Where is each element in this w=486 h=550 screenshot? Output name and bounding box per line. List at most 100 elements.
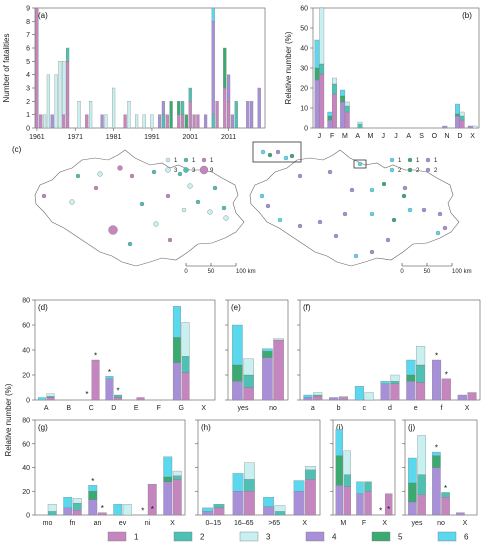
panel-a-bar-2003-1 [196,114,200,129]
mapleg-left-symbol-2 [201,157,207,163]
panel-j-xtick-label: no [437,520,445,527]
panel-g-ytick-label: 80 [22,418,30,425]
panel-h-label: (h) [201,423,211,432]
panel-a-bar-1969-2 [65,47,70,62]
panel-f-bar-4-6 [406,359,416,376]
panel-d-bar-6-4 [172,362,181,401]
panel-a-bar-1979-3 [104,114,108,129]
panel-d-xtick-label: G [179,405,184,412]
mapleg-right-symbol-1 [407,157,413,163]
panel-g-bar-2-6 [88,485,98,492]
panel-j: (j) yes no * * X [402,419,478,527]
panel-h-bar-3-1 [305,479,316,516]
mapleg-left-symbol-1 [183,157,189,163]
scale-right-label: 50 [424,269,431,275]
map-right-point-2 [275,149,281,155]
map-left-point-15 [69,199,75,205]
panel-d-xtick-label: C [89,405,94,412]
map-right-point-10 [381,181,387,187]
panel-h-bar-1-3 [244,462,255,480]
panel-h-bar-3-6 [293,480,305,492]
panel-h-bar-2-3 [274,505,286,512]
mapleg-right-symbol-5 [425,167,431,173]
panel-b-xtick-label: S [419,133,424,140]
mapleg-right-label-0: 1 [398,158,402,164]
panel-d-significance-mark: * [94,352,97,361]
panel-e-label: (e) [231,303,241,312]
panel-b-bar-1-1 [332,93,337,129]
panel-d-ytick-label: 20 [22,373,30,380]
panel-b-bar-11-6 [455,103,460,115]
panel-a-bar-2017-4 [249,101,254,129]
panel-f-bar-4-3 [416,346,426,366]
panel-d-bar-4-1 [136,397,145,401]
panel-f-bar-0-6 [303,394,313,398]
panel-i-bar-0-1 [343,486,352,516]
panel-a-bar-1991-3 [150,114,154,129]
panel-f-bar-6-1 [467,392,477,401]
panel-g-bar-2-4 [88,499,98,516]
panel-d-bar-6-5 [172,337,181,363]
map-right-point-5 [357,161,363,167]
panel-j-significance-mark: * [435,444,438,453]
panel-e-bar-1-3 [273,338,284,341]
map-right-point-12 [407,207,413,213]
panel-a-bar-1975-3 [88,101,93,129]
panel-i-label: (i) [336,423,343,432]
panel-a-bar-2012-4 [230,114,235,129]
panel-b-bar-0-2 [319,63,325,75]
panel-h-bar-3-3 [305,466,316,471]
panel-a-ytick-label: 0 [26,126,30,133]
panel-i-bar-1-6 [356,481,364,494]
panel-a-bar-1967-3 [58,61,62,129]
panel-b-bar-12-4 [467,125,473,129]
panel-b-xtick-label: N [445,133,450,140]
panel-b-ytick-label: 10 [300,106,308,113]
panel-j-bar-1-5 [432,455,441,468]
panel-a-label: (a) [38,11,48,20]
scale-bar-right: 0 50 100 km [400,263,472,275]
panel-d-xtick-label: F [157,405,161,412]
panel-h-bar-3-2 [305,469,316,480]
panel-b-bar-11-3 [459,111,465,117]
panel-b-frame [312,7,480,129]
panel-j-bar-0-3 [417,435,426,475]
mapleg-left-label-0: 1 [174,158,178,164]
panel-i-bar-1-4 [356,493,364,516]
panel-g-bar-5-6 [163,456,173,478]
map-right-point-11 [402,185,408,191]
panel-f-xtick-label: f [440,405,442,412]
panel-d-significance-mark: * [108,368,111,377]
legend-label-5: 5 [398,533,403,542]
panel-a-frame [34,7,266,129]
panel-f-bar-3-4 [380,383,390,401]
panel-g-xtick-label: ni [145,520,151,527]
panel-g-bar-5-1 [172,479,182,516]
panel-i: (i) M F X* * [330,419,396,527]
panel-a-bar-2016-4 [246,101,250,129]
panel-g-significance-mark: * [101,504,104,513]
panel-d-significance-mark: * [117,387,120,396]
panel-g-bar-3-6 [113,504,123,516]
map-left-legend: 1 1 1 3 3 9 [165,157,214,174]
map-right-point-28 [353,253,359,259]
panel-j-bar-1-2 [441,492,450,498]
panel-b-bar-3-3 [357,121,363,125]
legend: 1 2 3 4 5 6 [107,531,469,542]
panel-i-bar-2-1 [385,493,393,516]
map-right-point-23 [277,217,283,223]
map-left-point-3 [117,165,123,171]
map-right-point-26 [385,237,391,243]
panel-h-bar-0-6 [202,507,213,512]
map-right-point-18 [369,211,375,217]
panel-h-bar-0-4 [202,511,213,516]
panel-g-bar-5-5 [163,476,173,482]
panel-h-bar-2-2 [274,511,286,516]
map-right-point-7 [327,169,333,175]
panel-d-bar-0-2 [46,396,55,398]
map-right-point-8 [349,187,355,193]
panel-g-bar-0-2 [47,511,57,516]
